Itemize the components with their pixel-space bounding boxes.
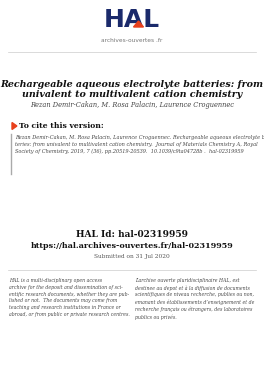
Text: To cite this version:: To cite this version: [19, 122, 104, 130]
Polygon shape [134, 21, 144, 27]
Text: Submitted on 31 Jul 2020: Submitted on 31 Jul 2020 [94, 254, 170, 259]
Text: Rezan Demir-Cakan, M. Rosa Palacin, Laurence Croguennec. Rechargeable aqueous el: Rezan Demir-Cakan, M. Rosa Palacin, Laur… [15, 135, 264, 154]
Text: Rechargeable aqueous electrolyte batteries: from: Rechargeable aqueous electrolyte batteri… [1, 80, 263, 89]
Text: univalent to multivalent cation chemistry: univalent to multivalent cation chemistr… [22, 90, 242, 99]
Text: L’archive ouverte pluridisciplinaire HAL, est
destinee au depot et à la diffusio: L’archive ouverte pluridisciplinaire HAL… [135, 278, 254, 320]
Text: archives-ouvertes .fr: archives-ouvertes .fr [101, 38, 163, 43]
Text: HAL Id: hal-02319959: HAL Id: hal-02319959 [76, 230, 188, 239]
Text: Rezan Demir-Cakan, M. Rosa Palacin, Laurence Croguennec: Rezan Demir-Cakan, M. Rosa Palacin, Laur… [30, 101, 234, 109]
Text: https://hal.archives-ouvertes.fr/hal-02319959: https://hal.archives-ouvertes.fr/hal-023… [31, 242, 233, 250]
Text: HAL is a multi-disciplinary open access
archive for the deposit and disseminatio: HAL is a multi-disciplinary open access … [9, 278, 130, 317]
Polygon shape [12, 122, 17, 129]
Text: HAL: HAL [104, 8, 160, 32]
